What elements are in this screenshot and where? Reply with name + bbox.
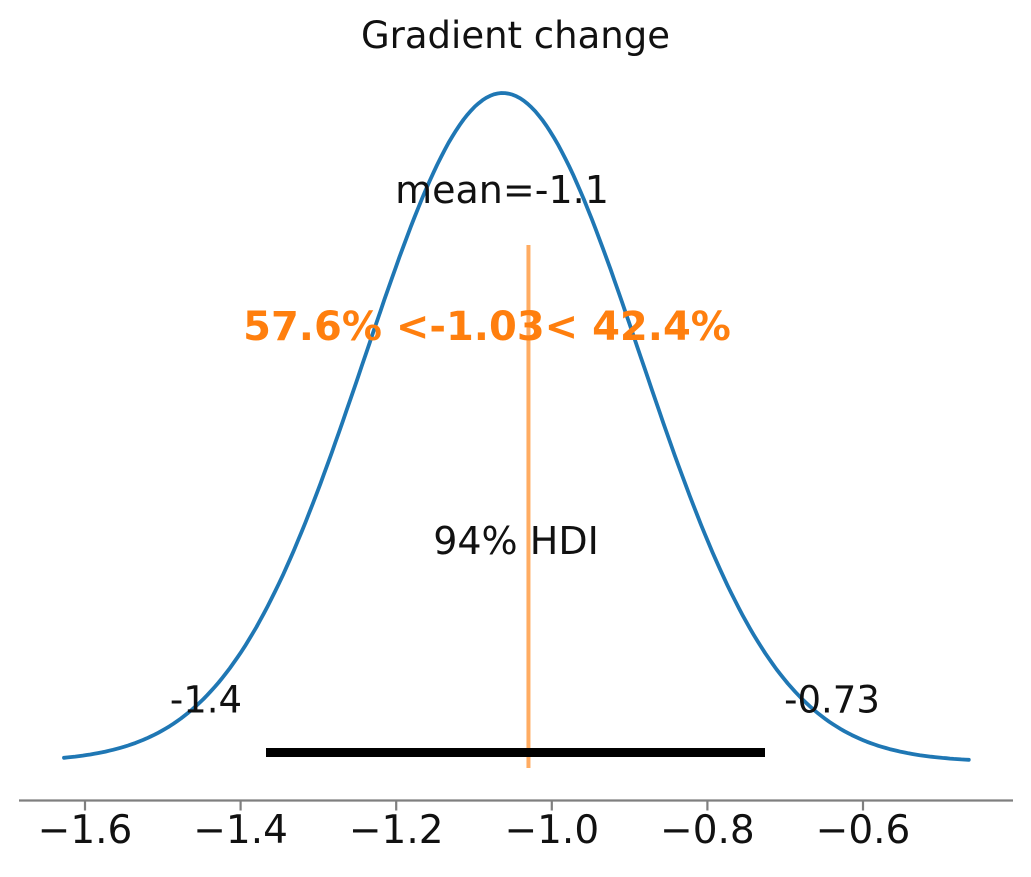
mean-label: mean=-1.1: [395, 168, 609, 212]
x-tick-label: −0.8: [660, 808, 755, 853]
x-tick-label: −0.6: [815, 808, 911, 853]
kde-curve: [62, 91, 971, 762]
x-tick-label: −1.2: [348, 808, 444, 853]
hdi-lower-label: -1.4: [169, 678, 243, 722]
hdi-upper-label: -0.73: [784, 678, 880, 722]
x-axis-ticks: [83, 800, 865, 811]
ref-stats-label: 57.6% <-1.03< 42.4%: [243, 304, 731, 350]
hdi-label: 94% HDI: [433, 519, 599, 563]
x-tick-label: −1.4: [193, 808, 288, 853]
x-tick-label: −1.6: [37, 808, 133, 853]
chart-title: Gradient change: [361, 14, 670, 57]
x-tick-label: −1.0: [504, 808, 600, 853]
